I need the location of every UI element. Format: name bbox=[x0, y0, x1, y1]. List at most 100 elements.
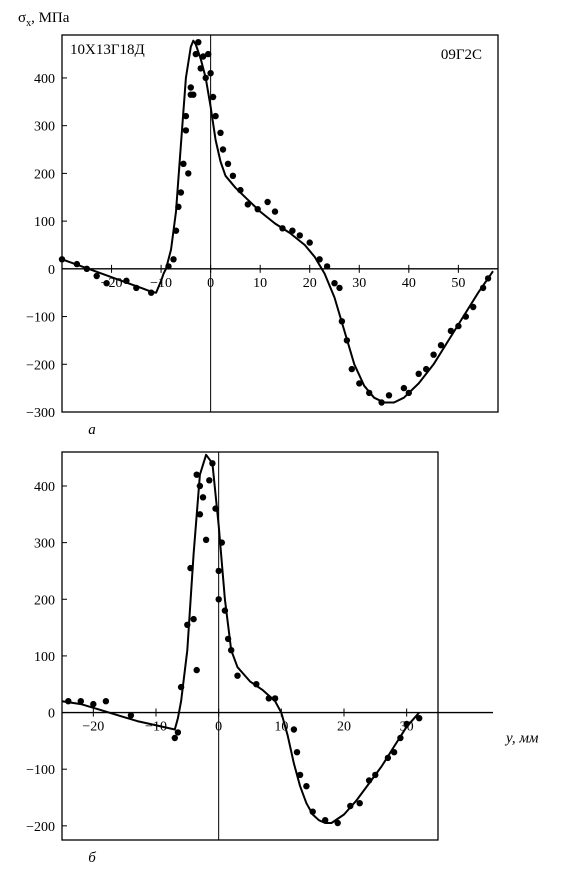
a-data-point bbox=[316, 256, 323, 263]
a-data-point bbox=[187, 84, 194, 91]
b-data-point bbox=[193, 666, 200, 674]
b-plot-frame bbox=[61, 451, 439, 841]
a-data-point bbox=[195, 39, 202, 46]
b-data-point bbox=[196, 482, 204, 490]
a-data-point bbox=[237, 186, 244, 194]
b-data-point bbox=[347, 802, 354, 810]
b-data-point bbox=[177, 683, 185, 691]
b-fit-curve bbox=[61, 453, 420, 824]
b-data-point bbox=[384, 754, 392, 762]
b-data-point bbox=[303, 783, 310, 790]
b-y-tick-label: 0 bbox=[48, 707, 55, 722]
b-data-point bbox=[187, 564, 194, 572]
a-data-point bbox=[323, 263, 331, 270]
a-data-point bbox=[205, 50, 212, 58]
a-data-point bbox=[430, 351, 437, 358]
b-y-tick-label: 100 bbox=[34, 650, 55, 665]
b-data-point bbox=[403, 720, 410, 728]
a-y-tick-label: −100 bbox=[26, 311, 55, 326]
b-data-point bbox=[234, 672, 241, 679]
b-data-point bbox=[309, 808, 316, 815]
a-data-point bbox=[103, 280, 110, 287]
chart-panel-a: −20 −10 0 10 20 30 40 50−300−200−10001002003004… bbox=[18, 10, 499, 438]
b-data-point bbox=[215, 567, 222, 575]
b-data-point bbox=[334, 819, 341, 827]
b-data-point bbox=[127, 712, 135, 719]
b-x-tick-label: 20 bbox=[337, 720, 351, 735]
b-data-point bbox=[221, 607, 229, 614]
b-data-point bbox=[390, 749, 398, 756]
a-data-point bbox=[177, 189, 185, 196]
a-data-point bbox=[123, 277, 130, 284]
b-data-point bbox=[253, 681, 260, 688]
a-data-point bbox=[378, 399, 385, 406]
a-data-point bbox=[306, 239, 313, 246]
a-panel-label: а bbox=[88, 422, 96, 438]
a-data-point bbox=[289, 227, 296, 234]
a-data-point bbox=[200, 53, 207, 60]
a-data-point bbox=[244, 201, 251, 208]
a-data-point bbox=[462, 313, 469, 320]
a-data-point bbox=[197, 65, 204, 72]
a-steel-label-left: 10Х13Г18Д bbox=[70, 42, 145, 58]
b-data-point bbox=[212, 505, 219, 512]
a-data-point bbox=[400, 384, 408, 392]
b-data-point bbox=[206, 477, 213, 484]
a-data-point bbox=[83, 265, 91, 272]
b-data-point bbox=[202, 536, 210, 543]
b-data-point bbox=[365, 777, 373, 784]
a-data-point bbox=[224, 160, 232, 167]
a-data-point bbox=[479, 284, 487, 292]
a-data-point bbox=[73, 260, 81, 268]
a-data-point bbox=[180, 160, 187, 167]
b-data-point bbox=[228, 647, 235, 654]
a-data-point bbox=[190, 91, 197, 98]
a-data-point bbox=[423, 365, 430, 373]
b-x-tick-label: −20 bbox=[82, 720, 104, 735]
b-data-point bbox=[215, 596, 222, 603]
a-data-point bbox=[219, 146, 227, 153]
b-y-tick-label: 200 bbox=[34, 593, 55, 608]
a-data-point bbox=[343, 337, 351, 344]
b-data-point bbox=[293, 749, 301, 756]
a-x-tick-label: 30 bbox=[352, 276, 366, 291]
b-data-point bbox=[90, 700, 97, 708]
a-y-tick-label: −300 bbox=[26, 406, 55, 421]
a-x-tick-label: 10 bbox=[253, 276, 267, 291]
a-data-point bbox=[209, 93, 217, 101]
a-data-point bbox=[366, 389, 373, 397]
a-x-tick-label: 50 bbox=[451, 276, 465, 291]
a-data-point bbox=[336, 284, 343, 292]
a-data-point bbox=[202, 74, 209, 82]
a-data-point bbox=[470, 303, 477, 311]
a-data-point bbox=[338, 318, 346, 325]
b-panel-label: б bbox=[88, 850, 96, 866]
a-x-tick-label: 40 bbox=[402, 276, 416, 291]
b-data-point bbox=[271, 695, 279, 702]
a-data-point bbox=[175, 203, 182, 210]
a-data-point bbox=[455, 322, 462, 330]
a-data-point bbox=[182, 127, 190, 134]
b-data-point bbox=[196, 511, 204, 518]
b-y-tick-label: 400 bbox=[34, 480, 55, 495]
a-data-point bbox=[484, 275, 492, 282]
a-data-point bbox=[356, 380, 363, 387]
a-data-point bbox=[207, 70, 214, 77]
b-data-point bbox=[77, 698, 85, 705]
a-data-point bbox=[165, 263, 172, 270]
a-data-point bbox=[133, 284, 140, 292]
a-x-tick-label: 0 bbox=[207, 276, 214, 291]
a-data-point bbox=[212, 112, 219, 120]
a-y-tick-label: 300 bbox=[34, 120, 55, 135]
b-x-axis-label: y, мм bbox=[504, 731, 539, 747]
b-y-tick-label: 300 bbox=[34, 537, 55, 552]
a-data-point bbox=[415, 370, 422, 377]
a-data-point bbox=[271, 208, 279, 215]
a-y-tick-label: 200 bbox=[34, 167, 55, 182]
a-data-point bbox=[447, 327, 455, 335]
b-x-tick-label: 0 bbox=[215, 720, 222, 735]
a-y-tick-label: 400 bbox=[34, 72, 55, 87]
a-data-point bbox=[172, 227, 180, 234]
